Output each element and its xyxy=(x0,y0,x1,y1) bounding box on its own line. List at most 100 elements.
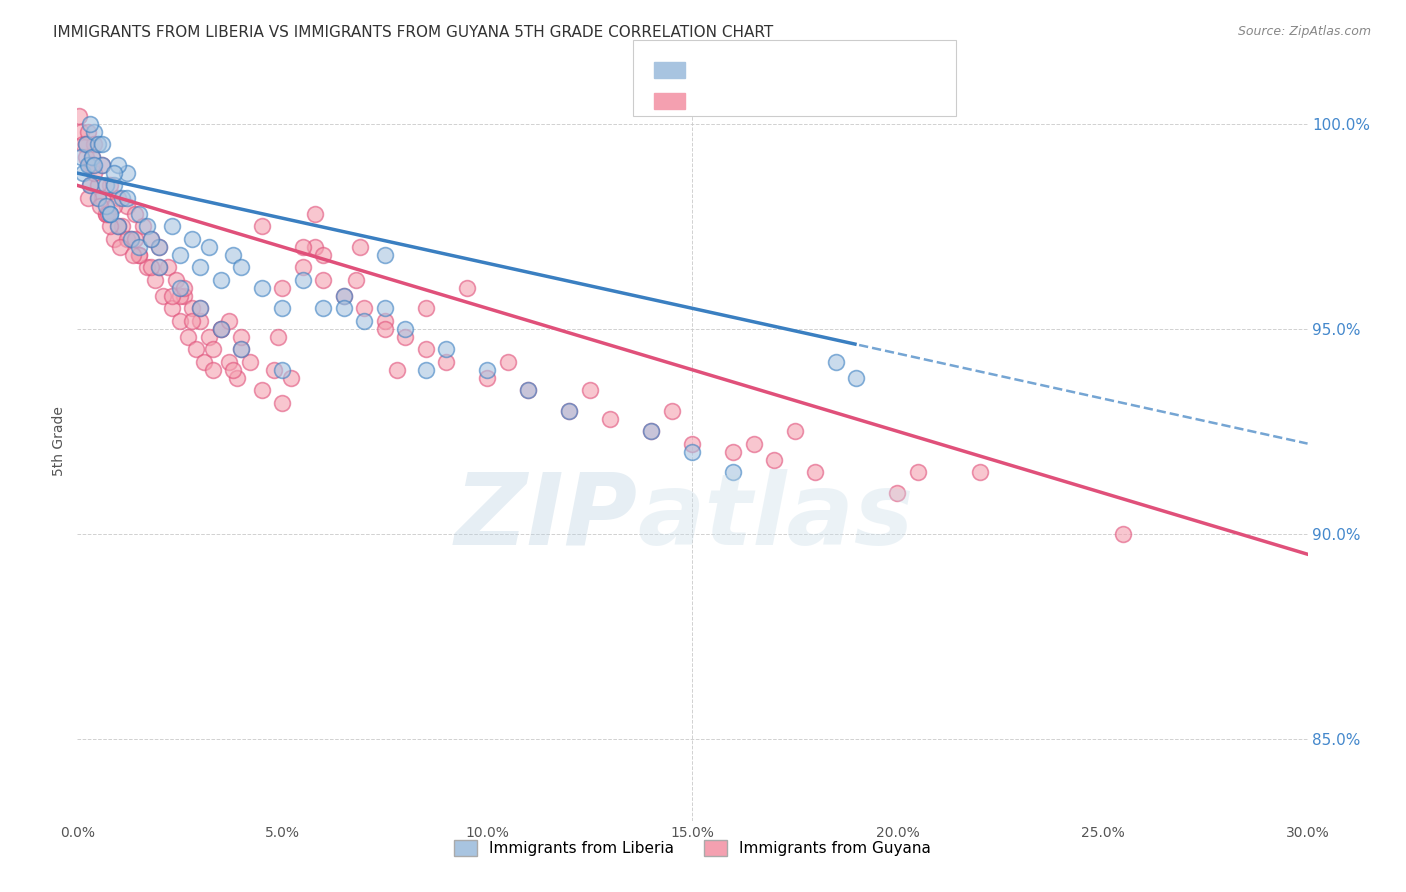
Point xyxy=(103,232,125,246)
Point xyxy=(124,232,146,246)
Point xyxy=(90,158,114,172)
Point xyxy=(94,199,117,213)
Point xyxy=(263,363,285,377)
Point xyxy=(312,301,335,316)
Point xyxy=(907,465,929,479)
Point xyxy=(76,191,98,205)
Point xyxy=(173,281,195,295)
Point xyxy=(188,260,212,275)
Point xyxy=(661,404,683,418)
Point xyxy=(181,313,204,327)
Point xyxy=(160,301,183,316)
Point xyxy=(271,281,294,295)
Point xyxy=(517,384,540,398)
Point xyxy=(374,301,396,316)
Point xyxy=(141,260,163,275)
Point xyxy=(209,322,232,336)
Point xyxy=(181,301,204,316)
Point xyxy=(79,158,101,172)
Point xyxy=(111,219,134,234)
Point xyxy=(886,485,908,500)
Point xyxy=(98,207,121,221)
Point xyxy=(80,150,103,164)
Point xyxy=(90,191,114,205)
Point xyxy=(222,363,245,377)
Text: 64: 64 xyxy=(830,63,849,77)
Point xyxy=(98,207,121,221)
Point xyxy=(231,343,253,357)
Point xyxy=(79,178,101,193)
Point xyxy=(579,384,602,398)
Point xyxy=(97,207,120,221)
Point xyxy=(415,301,437,316)
Point xyxy=(394,322,416,336)
Point xyxy=(79,117,101,131)
Point xyxy=(394,330,416,344)
Point xyxy=(181,232,204,246)
Point xyxy=(1112,526,1135,541)
Point xyxy=(107,191,129,205)
Point xyxy=(280,371,302,385)
Point xyxy=(197,330,219,344)
Point xyxy=(271,301,294,316)
Point xyxy=(374,322,396,336)
Point xyxy=(76,158,98,172)
Point xyxy=(374,313,396,327)
Point xyxy=(141,232,163,246)
Text: N =: N = xyxy=(792,63,831,77)
Point xyxy=(115,232,138,246)
Point xyxy=(75,150,97,164)
Point xyxy=(70,150,93,164)
Point xyxy=(188,301,212,316)
Point xyxy=(169,313,191,327)
Point xyxy=(333,289,356,303)
Text: ZIP: ZIP xyxy=(454,469,637,566)
Point xyxy=(165,273,187,287)
Point xyxy=(169,289,191,303)
Point xyxy=(186,343,208,357)
Point xyxy=(98,178,121,193)
Point xyxy=(72,166,94,180)
Point xyxy=(148,260,170,275)
Point xyxy=(115,199,138,213)
Point xyxy=(128,207,150,221)
Point xyxy=(67,109,90,123)
Point xyxy=(231,343,253,357)
Point xyxy=(132,219,155,234)
Point xyxy=(120,232,142,246)
Text: R =: R = xyxy=(696,95,725,109)
Point xyxy=(267,330,290,344)
Point xyxy=(640,425,662,439)
Point xyxy=(110,240,132,254)
Text: atlas: atlas xyxy=(637,469,914,566)
Point xyxy=(103,178,125,193)
Legend: Immigrants from Liberia, Immigrants from Guyana: Immigrants from Liberia, Immigrants from… xyxy=(447,834,938,863)
Point xyxy=(83,125,105,139)
Point xyxy=(103,166,125,180)
Point xyxy=(291,240,314,254)
Point xyxy=(640,425,662,439)
Point xyxy=(188,313,212,327)
Point xyxy=(415,343,437,357)
Point xyxy=(304,240,326,254)
Point xyxy=(148,240,170,254)
Point xyxy=(143,273,166,287)
Point xyxy=(209,322,232,336)
Point xyxy=(825,354,848,368)
Point xyxy=(250,281,273,295)
Point xyxy=(496,354,519,368)
Text: R =: R = xyxy=(696,63,725,77)
Point xyxy=(89,199,111,213)
Point xyxy=(385,363,409,377)
Point xyxy=(723,465,745,479)
Point xyxy=(128,248,150,262)
Point xyxy=(72,137,94,152)
Point xyxy=(436,354,458,368)
Point xyxy=(231,260,253,275)
Point xyxy=(250,219,273,234)
Text: -0.322: -0.322 xyxy=(731,63,780,77)
Point xyxy=(723,444,745,458)
Point xyxy=(456,281,478,295)
Point xyxy=(80,150,103,164)
Point xyxy=(152,289,174,303)
